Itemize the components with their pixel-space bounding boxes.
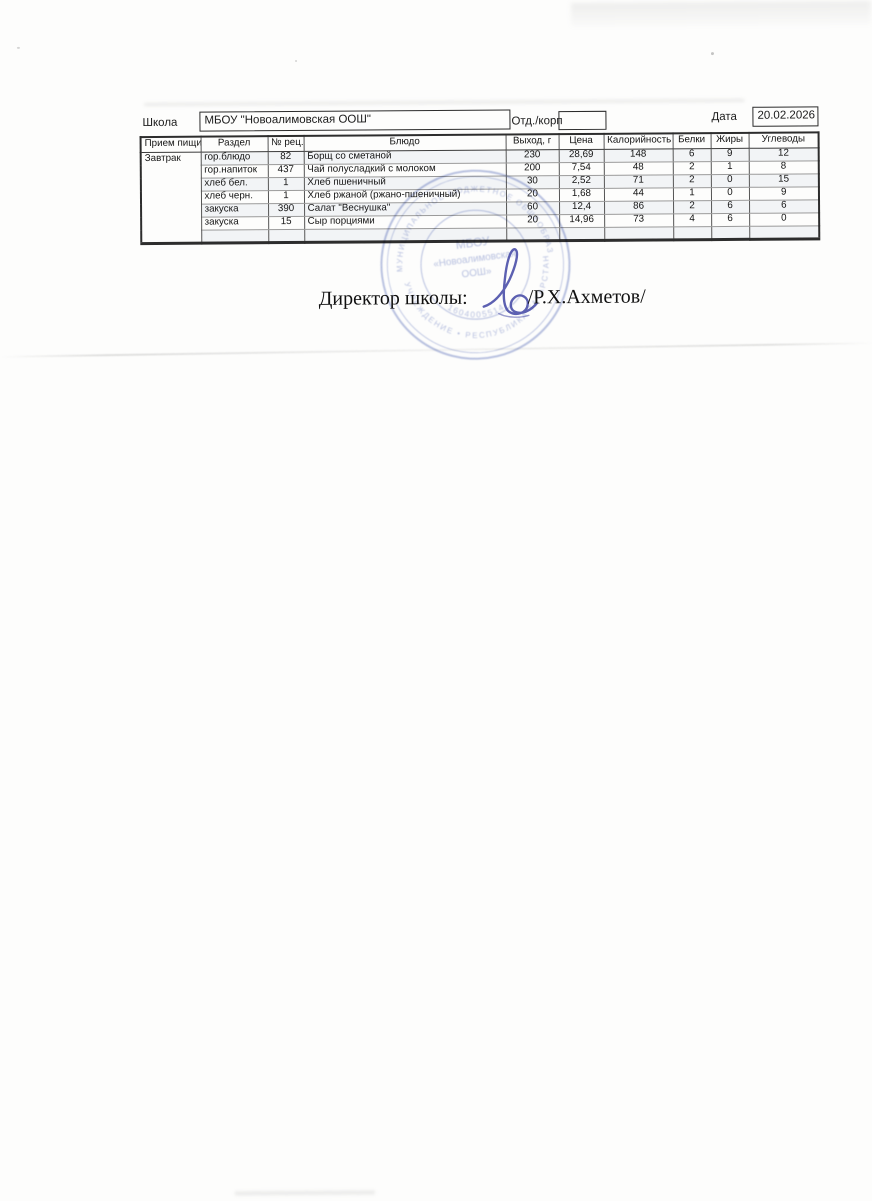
director-name: /Р.Х.Ахметов/	[527, 285, 646, 309]
cell-section: хлеб бел.	[200, 177, 268, 191]
cell-section: гор.напиток	[200, 164, 268, 178]
cell-empty	[201, 229, 269, 243]
cell-carbs: 12	[748, 147, 819, 161]
cell-empty	[749, 225, 820, 239]
stamp-center-line3: ООШ»	[461, 266, 493, 281]
cell-fat: 1	[710, 160, 749, 175]
cell-fat: 6	[711, 199, 750, 214]
cell-protein: 6	[672, 148, 711, 162]
date-value: 20.02.2026	[757, 109, 816, 122]
cell-calories: 73	[604, 213, 674, 227]
scan-streak	[144, 98, 745, 107]
col-dish: Блюдо	[303, 134, 506, 151]
cell-carbs: 9	[748, 186, 820, 200]
cell-protein: 4	[673, 213, 712, 227]
col-fat: Жиры	[710, 132, 749, 149]
cell-empty	[604, 226, 674, 240]
cell-calories: 148	[603, 148, 673, 162]
director-signature	[482, 248, 538, 318]
scan-smudge-top	[570, 0, 871, 28]
cell-protein: 2	[672, 174, 711, 188]
cell-calories: 44	[603, 187, 674, 201]
school-label: Школа	[142, 116, 178, 130]
cell-calories: 86	[604, 200, 674, 214]
col-calories: Калорийность	[603, 133, 673, 149]
cell-fat: 0	[710, 186, 750, 201]
dept-box	[558, 110, 607, 131]
col-protein: Белки	[672, 133, 711, 149]
cell-carbs: 8	[748, 160, 819, 174]
cell-fat: 9	[710, 147, 749, 162]
cell-section: закуска	[201, 216, 269, 230]
cell-protein: 2	[672, 161, 711, 175]
col-carbs: Углеводы	[748, 132, 819, 148]
director-label: Директор школы:	[318, 286, 468, 310]
cell-calories: 48	[603, 161, 673, 175]
meal-cell: Завтрак	[140, 151, 202, 244]
cell-recipe: 437	[267, 163, 304, 178]
date-label: Дата	[711, 110, 737, 124]
cell-empty	[711, 225, 750, 240]
cell-carbs: 6	[749, 199, 820, 213]
cell-protein: 1	[672, 187, 712, 201]
cell-empty	[268, 228, 305, 243]
cell-section: гор.блюдо	[200, 151, 268, 165]
cell-section: хлеб черн.	[200, 190, 269, 204]
cell-carbs: 15	[748, 173, 819, 187]
cell-price: 28,69	[558, 148, 604, 163]
cell-recipe: 15	[268, 215, 305, 230]
dept-label: Отд./корп	[511, 115, 563, 128]
cell-carbs: 0	[749, 212, 820, 226]
col-output: Выход, г	[505, 134, 559, 150]
cell-section: закуска	[201, 203, 269, 217]
scan-speck	[710, 52, 715, 56]
stamp-outer-ring	[380, 169, 571, 360]
col-recipe: № рец.	[267, 135, 304, 152]
col-meal: Прием пищи	[140, 136, 201, 153]
stamp-middle-ring	[386, 176, 564, 354]
cell-fat: 6	[711, 212, 750, 227]
cell-recipe: 82	[267, 150, 304, 165]
cell-recipe: 1	[267, 176, 304, 191]
stamp-inner-ring	[420, 209, 531, 320]
scan-smudge-bottom	[234, 1190, 375, 1196]
school-stamp-seal: МУНИЦИПАЛЬНОЕ БЮДЖЕТНОЕ ОБЩЕОБРАЗОВАТЕЛЬ…	[363, 154, 571, 360]
scan-speck	[16, 46, 20, 49]
cell-recipe: 390	[268, 202, 305, 217]
cell-recipe: 1	[267, 189, 305, 204]
school-name-box: МБОУ "Новоалимовская ООШ"	[199, 109, 511, 132]
school-name-value: МБОУ "Новоалимовская ООШ"	[204, 113, 372, 127]
col-price: Цена	[558, 133, 604, 150]
cell-calories: 71	[603, 174, 673, 188]
stamp-center-line1: МБОУ	[455, 234, 491, 252]
scan-speck	[295, 59, 298, 62]
date-box: 20.02.2026	[752, 106, 819, 127]
cell-protein: 2	[673, 200, 712, 214]
cell-empty	[673, 226, 712, 240]
col-section: Раздел	[200, 136, 268, 152]
cell-fat: 0	[710, 173, 749, 188]
